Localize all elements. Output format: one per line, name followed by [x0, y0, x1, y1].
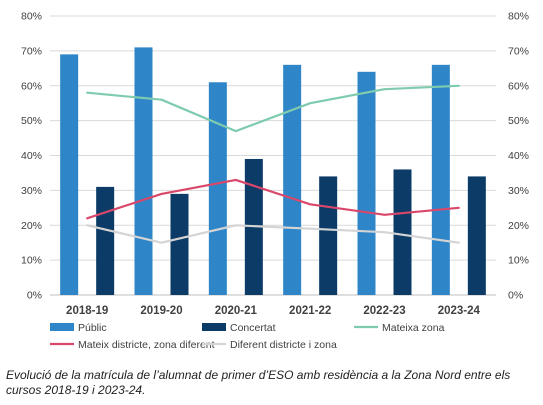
legend: Públic Concertat Mateixa zona Mateix distri… — [50, 322, 445, 351]
y-tick-label: 70% — [21, 45, 42, 57]
bar-public — [60, 54, 79, 295]
y-tick-label: 0% — [27, 290, 42, 302]
right-axis-ticks: 0% 10% 20% 30% 40% 50% 60% 70% 80% — [508, 11, 529, 302]
y2-tick-label: 40% — [508, 150, 529, 162]
left-axis-ticks: 0% 10% 20% 30% 40% 50% 60% 70% 80% — [21, 11, 42, 302]
x-tick-label: 2021-22 — [289, 305, 331, 317]
y2-tick-label: 10% — [508, 255, 529, 267]
x-tick-label: 2019-20 — [140, 305, 182, 317]
legend-label: Mateixa zona — [382, 322, 445, 334]
y-tick-label: 60% — [21, 80, 42, 92]
bar-concertat — [393, 169, 412, 295]
y-tick-label: 80% — [21, 11, 42, 23]
x-tick-label: 2020-21 — [215, 305, 258, 317]
legend-label: Públic — [78, 322, 107, 334]
category-axis-labels: 2018-19 2019-20 2020-21 2021-22 2022-23 2023-… — [66, 305, 480, 317]
bar-public — [431, 64, 450, 295]
y2-tick-label: 50% — [508, 115, 529, 127]
bar-public — [208, 82, 227, 295]
chart: 0% 10% 20% 30% 40% 50% 60% 70% 80% 0% 10% 20% 30% 40… — [21, 11, 529, 352]
figure-caption: Evolució de la matrícula de l’alumnat de… — [6, 368, 511, 397]
x-tick-label: 2023-24 — [438, 305, 481, 317]
bar-public — [134, 47, 153, 296]
bar-concertat — [170, 193, 189, 295]
y2-tick-label: 30% — [508, 185, 529, 197]
y2-tick-label: 80% — [508, 11, 529, 23]
lines — [86, 84, 460, 244]
y2-tick-label: 0% — [508, 290, 523, 302]
bar-concertat — [319, 176, 338, 295]
legend-swatch — [50, 323, 74, 331]
y2-tick-label: 20% — [508, 220, 529, 232]
y2-tick-label: 70% — [508, 45, 529, 57]
y-tick-label: 30% — [21, 185, 42, 197]
legend-label: Concertat — [230, 322, 276, 334]
y-tick-label: 20% — [21, 220, 42, 232]
y2-tick-label: 60% — [508, 80, 529, 92]
bars — [60, 47, 486, 296]
legend-label: Diferent districte i zona — [230, 339, 337, 351]
bar-concertat — [96, 186, 115, 295]
legend-swatch — [202, 323, 226, 331]
y-tick-label: 10% — [21, 255, 42, 267]
series-line-3 — [86, 224, 460, 244]
gridlines — [50, 15, 496, 296]
y-tick-label: 50% — [21, 115, 42, 127]
y-tick-label: 40% — [21, 150, 42, 162]
series-line-2 — [86, 178, 460, 220]
bar-public — [283, 64, 302, 295]
bar-public — [357, 71, 376, 295]
x-tick-label: 2018-19 — [66, 305, 108, 317]
series-line-1 — [86, 84, 460, 133]
x-tick-label: 2022-23 — [363, 305, 405, 317]
bar-concertat — [467, 176, 486, 295]
legend-label: Mateix districte, zona diferent — [78, 339, 215, 351]
